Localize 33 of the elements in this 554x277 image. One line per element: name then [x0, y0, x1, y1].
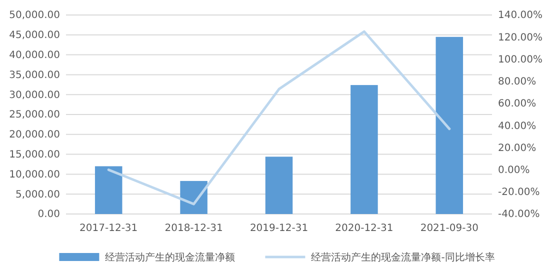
legend-label: 经营活动产生的现金流量净额 — [105, 252, 236, 264]
y2-tick-label: 20.00% — [498, 142, 536, 154]
legend-label: 经营活动产生的现金流量净额-同比增长率 — [311, 252, 495, 264]
y-tick-label: 20,000.00 — [9, 130, 60, 141]
y-tick-label: 40,000.00 — [9, 50, 60, 61]
y-tick-label: 25,000.00 — [9, 110, 60, 121]
y-tick-label: 50,000.00 — [9, 10, 60, 22]
y2-tick-label: 100.00% — [498, 54, 542, 66]
y2-tick-label: 40.00% — [498, 120, 536, 132]
y-tick-label: 45,000.00 — [9, 30, 60, 42]
y2-tick-label: 140.00% — [498, 10, 542, 22]
y2-tick-label: 120.00% — [498, 32, 542, 44]
y2-tick-label: 60.00% — [498, 98, 536, 110]
bar — [265, 156, 293, 214]
y-tick-label: 0.00 — [38, 209, 60, 220]
y2-tick-label: 80.00% — [498, 76, 536, 88]
y-tick-label: 5,000.00 — [15, 189, 60, 200]
bar — [436, 36, 464, 214]
x-tick-label: 2020-12-31 — [335, 223, 394, 234]
x-tick-label: 2018-12-31 — [164, 223, 223, 234]
y-tick-label: 15,000.00 — [9, 150, 60, 160]
x-tick-label: 2021-09-30 — [420, 223, 478, 234]
x-tick-label: 2017-12-31 — [80, 223, 138, 234]
y2-tick-label: -20.00% — [498, 187, 540, 198]
y-tick-label: 35,000.00 — [9, 70, 60, 81]
y-tick-label: 30,000.00 — [9, 90, 60, 101]
y2-tick-label: 0.00% — [498, 164, 530, 176]
line-series — [107, 30, 451, 206]
y2-tick-label: -40.00% — [498, 209, 540, 220]
bar — [94, 166, 122, 214]
y-tick-label: 10,000.00 — [9, 169, 60, 180]
x-tick-label: 2019-12-31 — [250, 223, 308, 234]
bar — [350, 85, 378, 214]
